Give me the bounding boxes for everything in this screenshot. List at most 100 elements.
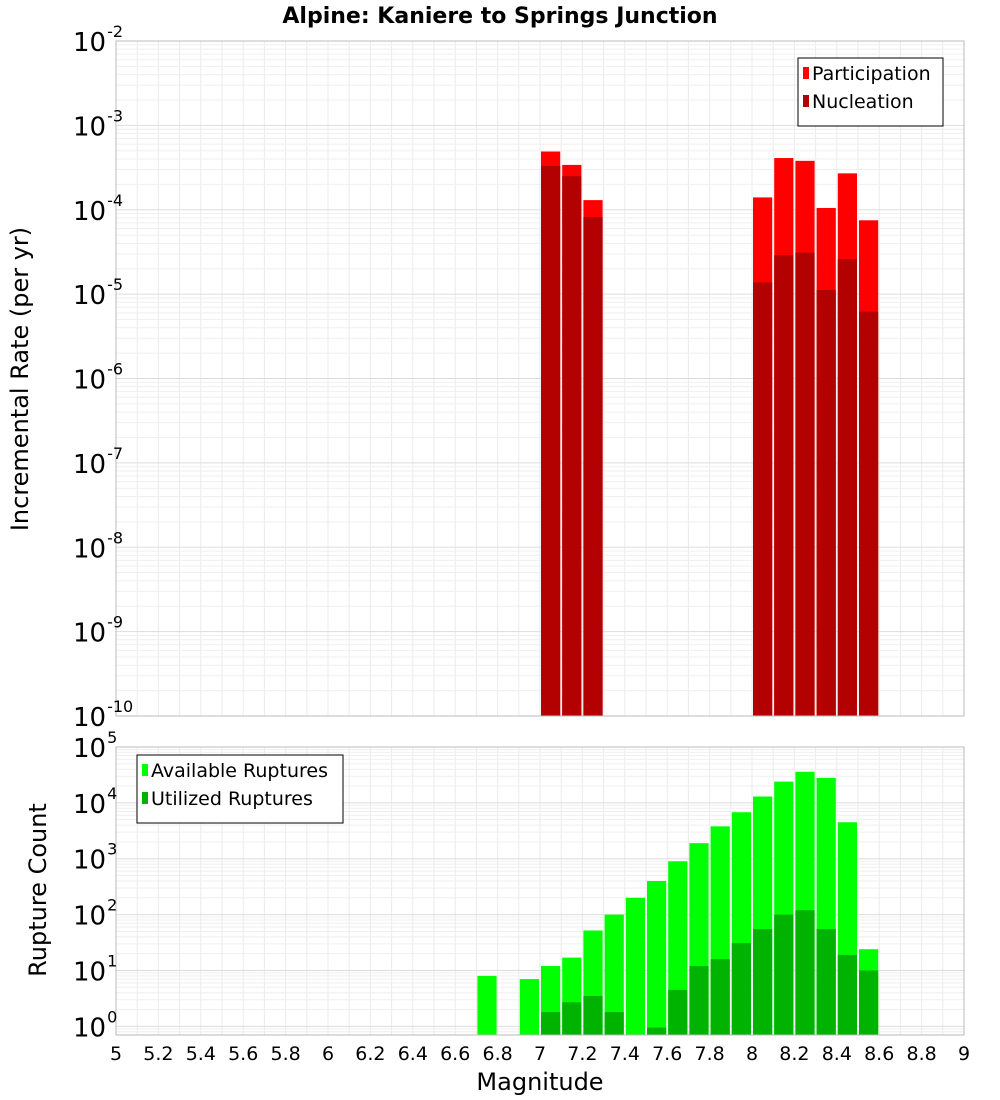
count-bar bbox=[837, 954, 857, 1035]
y-tick-exponent: 1 bbox=[107, 951, 117, 970]
rate-y-axis-label: Incremental Rate (per yr) bbox=[6, 227, 34, 531]
legend-label: Available Ruptures bbox=[151, 760, 328, 782]
x-tick-label: 9 bbox=[958, 1043, 970, 1065]
x-tick-label: 6.8 bbox=[482, 1043, 512, 1065]
count-bar bbox=[668, 989, 688, 1035]
x-tick-label: 8 bbox=[746, 1043, 758, 1065]
rate-bar bbox=[753, 282, 773, 716]
count-bar bbox=[816, 929, 836, 1035]
x-tick-label: 8.4 bbox=[822, 1043, 852, 1065]
rate-plot-frame bbox=[115, 40, 965, 717]
count-bar bbox=[562, 1002, 582, 1035]
y-tick-exponent: -3 bbox=[107, 106, 123, 125]
x-tick-label: 6.6 bbox=[440, 1043, 470, 1065]
x-tick-label: 8.2 bbox=[779, 1043, 809, 1065]
rate-panel: 10-1010-910-810-710-610-510-410-310-2Par… bbox=[73, 22, 965, 733]
rate-bar bbox=[541, 166, 561, 717]
y-tick-exponent: -6 bbox=[107, 360, 123, 379]
y-tick-exponent: 0 bbox=[107, 1007, 117, 1026]
legend-label: Participation bbox=[812, 63, 931, 85]
x-tick-label: 5.2 bbox=[143, 1043, 173, 1065]
rate-bar bbox=[816, 289, 836, 716]
count-bar bbox=[625, 897, 645, 1035]
y-tick-exponent: 4 bbox=[107, 784, 117, 803]
rate-bar bbox=[562, 176, 582, 716]
y-tick-exponent: -5 bbox=[107, 275, 123, 294]
count-plot-frame bbox=[115, 746, 965, 1036]
x-tick-label: 7.4 bbox=[610, 1043, 640, 1065]
rate-bar bbox=[583, 217, 603, 716]
count-bar bbox=[753, 929, 773, 1035]
x-tick-label: 5.8 bbox=[270, 1043, 300, 1065]
rate-bar bbox=[774, 255, 794, 716]
rate-bar bbox=[859, 311, 879, 716]
y-tick-label: 10-10 bbox=[73, 697, 133, 733]
count-y-axis-label: Rupture Count bbox=[24, 803, 52, 977]
count-bar bbox=[477, 975, 497, 1035]
rate-bar bbox=[795, 252, 815, 716]
rate-legend: Participation Nucleation bbox=[797, 57, 944, 127]
y-tick-label: 10-4 bbox=[73, 191, 123, 227]
count-bar bbox=[604, 914, 624, 1035]
y-tick-label: 103 bbox=[73, 840, 117, 876]
y-tick-exponent: -10 bbox=[107, 697, 133, 716]
y-tick-exponent: -8 bbox=[107, 528, 123, 547]
y-tick-label: 104 bbox=[73, 784, 117, 820]
x-tick-label: 6.2 bbox=[355, 1043, 385, 1065]
legend-swatch bbox=[142, 764, 148, 776]
rate-series-2 bbox=[541, 166, 879, 717]
count-bar bbox=[647, 880, 667, 1035]
legend-label: Nucleation bbox=[812, 91, 914, 113]
legend-box bbox=[136, 754, 344, 824]
y-tick-label: 105 bbox=[73, 728, 117, 764]
legend-swatch bbox=[142, 792, 148, 804]
count-bar bbox=[795, 910, 815, 1035]
y-tick-label: 10-2 bbox=[73, 22, 123, 58]
y-tick-exponent: 3 bbox=[107, 840, 117, 859]
legend-box bbox=[797, 57, 944, 127]
count-bar bbox=[774, 914, 794, 1035]
x-tick-label: 7 bbox=[534, 1043, 546, 1065]
x-tick-label: 7.8 bbox=[694, 1043, 724, 1065]
rate-grid bbox=[115, 40, 965, 717]
y-tick-exponent: -7 bbox=[107, 444, 123, 463]
count-bar bbox=[647, 1027, 667, 1035]
x-tick-label: 5.6 bbox=[228, 1043, 258, 1065]
count-bar bbox=[859, 970, 879, 1035]
count-bar bbox=[541, 1012, 561, 1035]
rate-bar bbox=[837, 259, 857, 716]
y-tick-exponent: 5 bbox=[107, 728, 117, 747]
count-bar bbox=[710, 959, 730, 1035]
chart-title: Alpine: Kaniere to Springs Junction bbox=[282, 4, 717, 29]
legend-swatch bbox=[803, 95, 809, 107]
x-tick-label: 5.4 bbox=[186, 1043, 216, 1065]
y-tick-label: 100 bbox=[73, 1007, 117, 1043]
count-bar bbox=[519, 979, 539, 1035]
y-tick-exponent: 2 bbox=[107, 896, 117, 915]
x-ticks: 5 5.2 5.4 5.6 5.8 6 6.2 6.4 6.6 6.8 7 7.2 7.4 7.6 7.8 8… bbox=[110, 1043, 970, 1065]
count-legend: Available Ruptures Utilized Ruptures bbox=[136, 754, 344, 824]
y-tick-label: 102 bbox=[73, 896, 117, 932]
x-tick-label: 6.4 bbox=[398, 1043, 428, 1065]
x-tick-label: 7.2 bbox=[567, 1043, 597, 1065]
legend-label: Utilized Ruptures bbox=[151, 788, 313, 810]
x-tick-label: 5 bbox=[110, 1043, 122, 1065]
x-axis-label: Magnitude bbox=[476, 1068, 603, 1096]
x-tick-label: 6 bbox=[322, 1043, 334, 1065]
count-bar bbox=[583, 995, 603, 1035]
x-tick-label: 8.6 bbox=[864, 1043, 894, 1065]
y-tick-exponent: -4 bbox=[107, 191, 123, 210]
legend-swatch bbox=[803, 67, 809, 79]
count-bar bbox=[689, 966, 709, 1035]
count-bar bbox=[731, 943, 751, 1035]
x-tick-label: 8.8 bbox=[906, 1043, 936, 1065]
y-tick-exponent: -9 bbox=[107, 613, 123, 632]
y-tick-exponent: -2 bbox=[107, 22, 123, 41]
x-tick-label: 7.6 bbox=[652, 1043, 682, 1065]
y-tick-label: 101 bbox=[73, 951, 117, 987]
count-bar bbox=[604, 1012, 624, 1035]
